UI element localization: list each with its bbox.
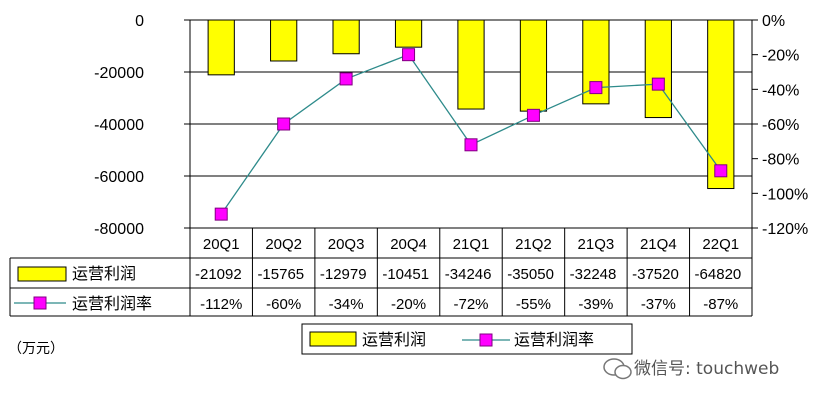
row-key-marker — [33, 296, 47, 310]
bar-21Q1 — [457, 19, 485, 110]
right-tick-label: -120% — [762, 221, 808, 238]
bar-20Q3 — [332, 19, 360, 55]
marker-21Q2 — [526, 108, 540, 122]
table-value-profit: -12979 — [320, 266, 367, 283]
bar-22Q1 — [707, 19, 735, 190]
x-tick-label: 21Q2 — [515, 236, 552, 253]
x-tick-label: 20Q2 — [265, 236, 302, 253]
row-key-bar — [17, 266, 67, 282]
watermark-text: 微信号: touchweb — [634, 359, 779, 379]
x-tick-label: 22Q1 — [702, 236, 739, 253]
table-value-margin: -72% — [453, 296, 488, 313]
marker-21Q1 — [464, 138, 478, 152]
marker-20Q2 — [277, 117, 291, 131]
bar-series-operating-profit — [207, 19, 735, 190]
x-tick-label: 21Q3 — [578, 236, 615, 253]
table-value-margin: -112% — [200, 296, 242, 313]
x-tick-label: 21Q4 — [640, 236, 677, 253]
table-value-profit: -37520 — [632, 266, 679, 283]
axes — [184, 19, 758, 229]
right-axis-ticks: 0% -20% -40% -60% -80% -100% -120% — [762, 13, 808, 238]
marker-20Q3 — [339, 72, 353, 86]
x-tick-label: 20Q4 — [390, 236, 427, 253]
wechat-icon — [603, 358, 632, 380]
table-value-profit: -64820 — [695, 266, 742, 283]
table-value-margin: -39% — [578, 296, 613, 313]
row-header-operating-margin: 运营利润率 — [72, 294, 152, 313]
table-value-margin: -60% — [266, 296, 301, 313]
legend-label-profit: 运营利润 — [362, 330, 426, 349]
legend-label-margin: 运营利润率 — [514, 330, 594, 349]
watermark: 微信号: touchweb — [603, 358, 779, 380]
table-value-margin: -87% — [703, 296, 738, 313]
table-value-profit: -21092 — [195, 266, 242, 283]
x-tick-label: 20Q1 — [203, 236, 240, 253]
right-tick-label: -20% — [762, 48, 799, 65]
marker-21Q3 — [589, 81, 603, 95]
table-value-profit: -34246 — [445, 266, 492, 283]
left-tick-label: -40000 — [94, 117, 144, 134]
legend: 运营利润 运营利润率 — [301, 323, 633, 355]
bar-21Q2 — [519, 19, 548, 112]
left-tick-label: 0 — [135, 13, 144, 30]
table-value-margin: -34% — [329, 296, 364, 313]
right-tick-label: 0% — [762, 13, 785, 30]
bar-20Q1 — [207, 19, 235, 76]
right-tick-label: -100% — [762, 186, 808, 203]
right-tick-label: -40% — [762, 82, 799, 99]
left-axis-ticks: 0 -20000 -40000 -60000 -80000 — [94, 13, 144, 238]
table-value-margin: -55% — [516, 296, 551, 313]
marker-22Q1 — [714, 164, 728, 178]
left-tick-label: -60000 — [94, 169, 144, 186]
table-value-profit: -35050 — [507, 266, 554, 283]
bar-21Q4 — [644, 19, 672, 119]
data-table: 20Q1 20Q2 20Q3 20Q4 21Q1 21Q2 21Q3 21Q4 22Q1 运营利润… — [9, 227, 753, 317]
wechat-bubble-small — [614, 364, 632, 380]
legend-frame — [301, 323, 633, 355]
table-value-margin: -20% — [391, 296, 426, 313]
table-value-margin: -37% — [641, 296, 676, 313]
table-value-profit: -15765 — [257, 266, 304, 283]
x-tick-label: 20Q3 — [328, 236, 365, 253]
marker-21Q4 — [651, 77, 665, 91]
x-tick-label: 21Q1 — [453, 236, 490, 253]
table-value-profit: -32248 — [570, 266, 617, 283]
left-tick-label: -80000 — [94, 221, 144, 238]
right-tick-label: -60% — [762, 117, 799, 134]
marker-20Q4 — [402, 48, 416, 62]
legend-key-bar — [309, 331, 357, 347]
bar-20Q2 — [270, 19, 298, 62]
marker-20Q1 — [214, 207, 228, 221]
left-tick-label: -20000 — [94, 65, 144, 82]
table-value-profit: -10451 — [382, 266, 429, 283]
legend-key-marker — [479, 333, 493, 347]
unit-label: （万元） — [8, 341, 64, 357]
bar-20Q4 — [394, 19, 423, 48]
line-series-operating-margin — [214, 48, 728, 221]
row-header-operating-profit: 运营利润 — [72, 264, 136, 283]
right-tick-label: -80% — [762, 152, 799, 169]
